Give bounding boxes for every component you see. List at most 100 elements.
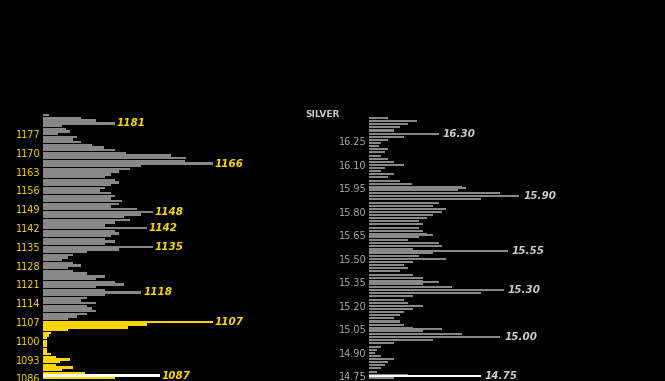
Bar: [369, 142, 380, 144]
Bar: [43, 128, 66, 130]
Bar: [43, 291, 141, 294]
Bar: [43, 262, 73, 264]
Bar: [369, 236, 419, 238]
Bar: [43, 350, 47, 353]
Bar: [43, 283, 124, 286]
Bar: [43, 224, 105, 227]
Bar: [369, 164, 404, 166]
Bar: [369, 251, 433, 254]
Bar: [369, 292, 481, 295]
Bar: [43, 356, 57, 358]
Bar: [369, 261, 414, 263]
Bar: [369, 158, 388, 160]
Bar: [43, 136, 77, 138]
Bar: [43, 114, 49, 117]
Bar: [43, 288, 105, 291]
Bar: [43, 251, 86, 253]
Bar: [369, 173, 394, 175]
Bar: [43, 307, 92, 310]
Bar: [43, 254, 73, 256]
Bar: [369, 136, 404, 138]
Bar: [43, 146, 104, 149]
Bar: [369, 145, 379, 147]
Bar: [369, 189, 458, 191]
Bar: [43, 259, 62, 261]
Bar: [43, 294, 105, 296]
Bar: [369, 280, 423, 282]
Bar: [369, 170, 380, 172]
Bar: [369, 214, 433, 216]
Bar: [43, 149, 115, 151]
Bar: [369, 245, 442, 247]
Bar: [43, 187, 105, 189]
Bar: [369, 195, 519, 197]
Bar: [43, 133, 59, 135]
Bar: [43, 205, 111, 208]
Bar: [43, 184, 111, 186]
Bar: [369, 375, 481, 377]
Text: 15.90: 15.90: [523, 191, 557, 201]
Bar: [369, 202, 438, 203]
Bar: [369, 271, 400, 272]
Bar: [43, 267, 68, 269]
Bar: [43, 189, 100, 192]
Text: 1087: 1087: [162, 371, 191, 381]
Bar: [369, 286, 452, 288]
Bar: [43, 337, 47, 339]
Bar: [43, 286, 96, 288]
Bar: [43, 321, 213, 323]
Bar: [369, 320, 400, 323]
Bar: [43, 334, 49, 336]
Bar: [43, 117, 81, 119]
Bar: [43, 200, 122, 202]
Bar: [369, 358, 394, 360]
Bar: [43, 213, 141, 216]
Bar: [369, 176, 388, 178]
Text: 15.55: 15.55: [512, 246, 545, 256]
Bar: [369, 330, 423, 332]
Bar: [43, 179, 115, 181]
Bar: [369, 343, 394, 344]
Text: SILVER: SILVER: [305, 110, 340, 119]
Bar: [43, 229, 115, 232]
Bar: [369, 205, 433, 207]
Bar: [43, 305, 86, 307]
Bar: [43, 272, 86, 275]
Bar: [43, 297, 86, 299]
Bar: [369, 183, 412, 185]
Bar: [43, 141, 81, 143]
Bar: [369, 327, 414, 329]
Bar: [43, 243, 105, 245]
Text: 1148: 1148: [154, 207, 184, 217]
Bar: [43, 232, 118, 235]
Bar: [369, 333, 462, 335]
Bar: [43, 364, 57, 366]
Bar: [369, 151, 384, 154]
Bar: [43, 195, 115, 197]
Bar: [369, 295, 414, 298]
Bar: [43, 342, 47, 344]
Bar: [369, 208, 446, 210]
Bar: [43, 302, 96, 304]
Bar: [43, 270, 73, 272]
Bar: [369, 234, 433, 237]
Bar: [43, 235, 111, 237]
Bar: [369, 239, 408, 241]
Bar: [43, 375, 160, 377]
Bar: [369, 371, 377, 373]
Bar: [43, 130, 70, 133]
Bar: [369, 317, 394, 319]
Bar: [43, 326, 128, 328]
Bar: [43, 197, 111, 200]
Bar: [369, 305, 423, 307]
Bar: [369, 126, 400, 128]
Text: 1142: 1142: [149, 223, 178, 233]
Bar: [369, 217, 427, 219]
Bar: [369, 233, 427, 235]
Text: GOLD: GOLD: [0, 110, 1, 119]
Bar: [369, 248, 414, 250]
Bar: [369, 281, 438, 283]
Bar: [369, 167, 384, 169]
Text: GOLD:  10-day Market Profile of volume traded
per price point; coloured swath co: GOLD: 10-day Market Profile of volume tr…: [10, 5, 321, 54]
Bar: [369, 117, 388, 119]
